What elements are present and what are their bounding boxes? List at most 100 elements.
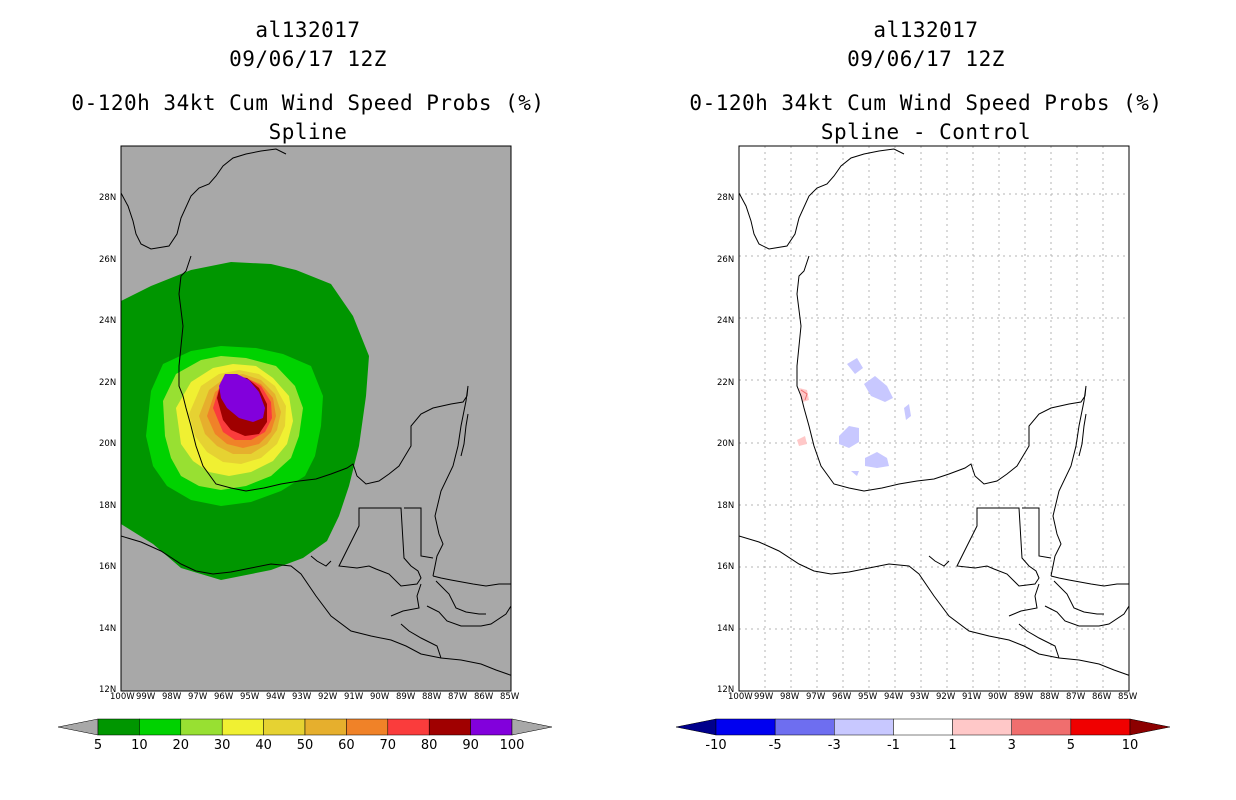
left-probability-contours bbox=[121, 262, 369, 580]
lon-label: 87W bbox=[1066, 692, 1086, 702]
lon-label: 87W bbox=[448, 692, 468, 702]
colorbar-box bbox=[1070, 718, 1131, 736]
lon-label: 98W bbox=[780, 692, 800, 702]
lon-label: 98W bbox=[162, 692, 182, 702]
diff-neg-blob-3 bbox=[904, 404, 911, 420]
left-datetime: 09/06/17 12Z bbox=[229, 47, 387, 71]
lon-label: 85W bbox=[500, 692, 520, 702]
colorbar-tick-label: 70 bbox=[379, 738, 397, 753]
lon-label: 97W bbox=[188, 692, 208, 702]
lon-label: 99W bbox=[136, 692, 156, 702]
lat-label: 12N bbox=[717, 685, 735, 695]
colorbar-box bbox=[387, 718, 430, 736]
colorbar-box bbox=[97, 718, 140, 736]
colorbar-over-triangle bbox=[1129, 718, 1171, 736]
lat-label: 24N bbox=[99, 316, 117, 327]
lon-label: 90W bbox=[370, 692, 390, 702]
diff-neg-blob-5 bbox=[865, 452, 889, 468]
colorbar-tick-label: 5 bbox=[1066, 738, 1075, 753]
diff-neg-blob-6 bbox=[851, 471, 859, 476]
right-gridlines bbox=[739, 146, 1129, 691]
colorbar-tick-label: 30 bbox=[213, 738, 231, 753]
diff-neg-blob-4 bbox=[839, 426, 859, 448]
right-storm-id: al132017 bbox=[873, 18, 979, 42]
lon-label: 86W bbox=[1092, 692, 1112, 702]
colorbar-tick-label: 10 bbox=[1121, 738, 1139, 753]
lat-label: 16N bbox=[717, 562, 735, 573]
lon-label: 86W bbox=[474, 692, 494, 702]
right-subtitle: Spline - Control bbox=[820, 120, 1032, 144]
colorbar-tick-label: -10 bbox=[705, 738, 727, 753]
lon-label: 88W bbox=[422, 692, 442, 702]
left-storm-id: al132017 bbox=[255, 18, 361, 42]
colorbar-tick-label: 100 bbox=[499, 738, 525, 753]
lat-label: 28N bbox=[99, 193, 117, 204]
lon-label: 89W bbox=[1014, 692, 1034, 702]
colorbar-box bbox=[139, 718, 182, 736]
lon-label: 85W bbox=[1118, 692, 1138, 702]
lon-label: 100W bbox=[110, 692, 135, 702]
lon-label: 94W bbox=[266, 692, 286, 702]
lat-label: 26N bbox=[99, 254, 117, 265]
colorbar-tick-label: -3 bbox=[827, 738, 841, 753]
lon-label: 100W bbox=[728, 692, 753, 702]
lat-label: 18N bbox=[99, 500, 117, 511]
lon-label: 91W bbox=[962, 692, 982, 702]
diff-neg-blob-2 bbox=[864, 376, 893, 402]
lat-label: 28N bbox=[717, 193, 735, 204]
colorbar-tick-label: 80 bbox=[420, 738, 438, 753]
colorbar-tick-label: 1 bbox=[948, 738, 957, 753]
colorbar-box bbox=[952, 718, 1012, 736]
colorbar-tick-label: 90 bbox=[462, 738, 479, 753]
lat-label: 26N bbox=[717, 254, 735, 265]
colorbar-under-triangle bbox=[57, 718, 99, 736]
lat-label: 18N bbox=[717, 500, 735, 511]
colorbar-over-triangle bbox=[511, 718, 553, 736]
lat-label: 20N bbox=[717, 439, 735, 450]
colorbar-tick-label: 60 bbox=[338, 738, 355, 753]
colorbar-box bbox=[834, 718, 894, 736]
left-product-title: 0-120h 34kt Cum Wind Speed Probs (%) bbox=[71, 91, 545, 115]
lon-label: 90W bbox=[988, 692, 1008, 702]
left-subtitle: Spline bbox=[268, 120, 348, 144]
colorbar-box bbox=[263, 718, 306, 736]
diff-pos-blob-2 bbox=[797, 436, 807, 446]
lat-label: 22N bbox=[99, 377, 117, 388]
colorbar-tick-label: 50 bbox=[296, 738, 314, 753]
colorbar-box bbox=[428, 718, 471, 736]
colorbar-box bbox=[1011, 718, 1072, 736]
lon-label: 88W bbox=[1040, 692, 1060, 702]
colorbar-under-triangle bbox=[675, 718, 717, 736]
lon-label: 89W bbox=[396, 692, 416, 702]
lon-label: 97W bbox=[806, 692, 826, 702]
colorbar-tick-label: 40 bbox=[255, 738, 272, 753]
colorbar-box bbox=[893, 718, 953, 736]
lon-label: 92W bbox=[936, 692, 956, 702]
colorbar-tick-label: 3 bbox=[1007, 738, 1016, 753]
colorbar-tick-label: -5 bbox=[768, 738, 782, 753]
colorbar-tick-label: 20 bbox=[172, 738, 190, 753]
lon-label: 91W bbox=[344, 692, 364, 702]
colorbar-tick-label: 5 bbox=[93, 738, 103, 753]
contour-90 bbox=[219, 374, 265, 422]
colorbar-box bbox=[180, 718, 223, 736]
lon-label: 95W bbox=[858, 692, 878, 702]
right-difference-contours bbox=[797, 358, 911, 476]
lat-label: 14N bbox=[717, 623, 735, 634]
lon-label: 93W bbox=[910, 692, 930, 702]
lat-label: 20N bbox=[99, 439, 117, 450]
lon-label: 95W bbox=[240, 692, 260, 702]
lon-label: 99W bbox=[754, 692, 774, 702]
right-product-title: 0-120h 34kt Cum Wind Speed Probs (%) bbox=[689, 91, 1163, 115]
colorbar-box bbox=[774, 718, 835, 736]
diff-neg-blob-1 bbox=[847, 358, 863, 374]
colorbar-box bbox=[470, 718, 513, 736]
lat-label: 14N bbox=[99, 623, 117, 634]
diff-pos-edge bbox=[800, 389, 808, 401]
colorbar-box bbox=[221, 718, 264, 736]
right-map-background bbox=[739, 146, 1129, 691]
diff-pos-blob-1 bbox=[799, 388, 809, 402]
lon-label: 92W bbox=[318, 692, 338, 702]
